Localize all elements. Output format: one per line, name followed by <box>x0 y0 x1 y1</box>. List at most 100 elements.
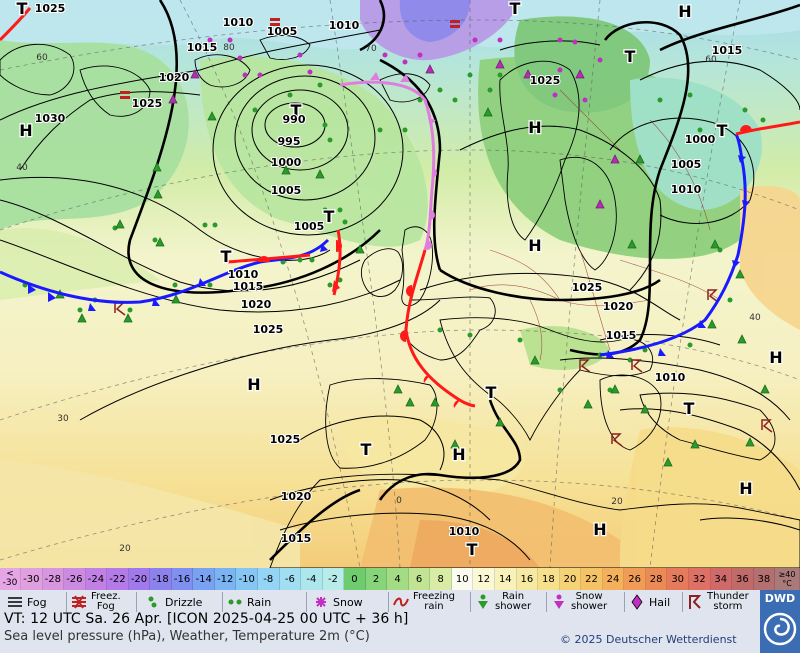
thunderstorm-icon <box>689 595 702 609</box>
pressure-center: H <box>769 348 782 367</box>
isobar-value: 1015 <box>281 532 312 545</box>
scale-step: 22 <box>581 568 603 590</box>
front-nw-corner <box>0 7 32 42</box>
warm-front-east <box>735 120 800 136</box>
isobar-value: 1025 <box>35 2 66 15</box>
copyright-link[interactable]: © 2025 Deutscher Wetterdienst <box>560 633 737 646</box>
isobar-value: 1010 <box>228 268 259 281</box>
coastlines <box>0 34 800 568</box>
legend-freezing-rain-label-2: rain <box>424 601 444 612</box>
valid-time-label: VT: 12 UTC Sa. 26 Apr. [ICON 2025-04-25 … <box>4 611 409 627</box>
isobar-value: 1025 <box>572 281 603 294</box>
legend-rain-shower-label-1: Rain <box>502 591 525 602</box>
isobars-bold <box>127 0 800 561</box>
grid-degree-label: 0 <box>396 496 402 506</box>
pressure-center: T <box>467 540 478 559</box>
scale-step: -12 <box>214 568 237 590</box>
pressure-center: T <box>684 399 695 418</box>
pressure-center: H <box>528 236 541 255</box>
temperature-scale: < -30 -30 -28 -26 -24 -22 -20 -18 -16 -14 -12 -10-… <box>0 568 800 590</box>
grid-degree-label: 20 <box>119 544 131 554</box>
cold-front-east <box>599 133 747 357</box>
legend-thunderstorm-label-2: storm <box>713 601 743 612</box>
legend-symbols: Fog Freez. Fog Drizzle Rain Snow <box>0 590 760 614</box>
chart-subtitle: Sea level pressure (hPa), Weather, Tempe… <box>4 629 370 644</box>
legend-drizzle-label: Drizzle <box>165 595 203 609</box>
pressure-center: H <box>452 445 465 464</box>
pressure-center: T <box>324 207 335 226</box>
pressure-center: T <box>510 0 521 18</box>
scale-step: 34 <box>710 568 733 590</box>
isobar-value: 1015 <box>233 280 264 293</box>
scale-step: 6 <box>408 568 431 590</box>
legend-snow: Snow <box>312 590 363 614</box>
isobar-value: 1025 <box>270 433 301 446</box>
scale-max-top: ≥40 <box>778 570 796 579</box>
snow-icon <box>316 597 326 607</box>
isobar-value: 1020 <box>603 300 634 313</box>
scale-step: 18 <box>538 568 560 590</box>
grid-degree-label: 60 <box>36 53 48 63</box>
scale-step: -8 <box>258 568 280 590</box>
isobar-value: 1000 <box>271 156 302 169</box>
scale-max-bottom: °C <box>782 579 792 588</box>
pressure-center: H <box>528 118 541 137</box>
legend-freezing-fog-label-1: Freez. <box>91 591 121 602</box>
isobar-value: 1030 <box>35 112 66 125</box>
isobar-value: 1020 <box>159 71 190 84</box>
legend-separator <box>66 592 67 612</box>
grid-degree-label: 30 <box>57 414 69 424</box>
scale-step: 2 <box>365 568 388 590</box>
scale-step: 26 <box>624 568 646 590</box>
scale-step: 10 <box>451 568 474 590</box>
legend-panel: Fog Freez. Fog Drizzle Rain Snow <box>0 590 800 653</box>
pressure-center: H <box>593 520 606 539</box>
fog-icon <box>8 597 22 607</box>
scale-step: -16 <box>171 568 194 590</box>
isobar-value: 1005 <box>671 158 702 171</box>
scale-min-top: < <box>6 569 14 579</box>
legend-separator <box>470 592 471 612</box>
scale-step: -2 <box>322 568 345 590</box>
pressure-center: T <box>291 101 302 120</box>
precip-symbols <box>22 18 773 467</box>
scale-step: 28 <box>645 568 668 590</box>
scale-steps: -30 -28 -26 -24 -22 -20 -18 -16 -14 -12 -10 -8 -6 -4-… <box>21 568 776 590</box>
isobar-value: 1005 <box>271 184 302 197</box>
isobar-value: 1000 <box>685 133 716 146</box>
scale-step: 24 <box>602 568 625 590</box>
legend-separator <box>222 592 223 612</box>
legend-hail: Hail <box>628 590 670 614</box>
legend-separator <box>624 592 625 612</box>
legend-separator <box>388 592 389 612</box>
scale-step: 38 <box>753 568 776 590</box>
scale-step: 36 <box>732 568 754 590</box>
grid-degree-label: 40 <box>749 313 761 323</box>
scale-step: 16 <box>516 568 539 590</box>
legend-separator <box>306 592 307 612</box>
legend-thunderstorm-label-1: Thunder <box>707 591 749 602</box>
warm-front <box>404 249 476 408</box>
scale-step: -24 <box>85 568 108 590</box>
scale-step: -4 <box>301 568 323 590</box>
legend-fog: Fog <box>6 590 47 614</box>
isobar-value: 1010 <box>329 19 360 32</box>
legend-snow-shower: Snow shower <box>550 590 607 614</box>
scale-step: -30 <box>21 568 43 590</box>
legend-snow-shower-label-2: shower <box>571 601 608 612</box>
legend-freezing-rain: Freezing rain <box>392 590 455 614</box>
isobar-value: 1025 <box>132 97 163 110</box>
legend-fog-label: Fog <box>27 595 47 609</box>
legend-snow-shower-label-1: Snow <box>575 591 603 602</box>
dwd-logo[interactable]: DWD <box>760 590 800 653</box>
pressure-center: T <box>717 121 728 140</box>
temperature-field <box>0 0 800 568</box>
legend-separator <box>136 592 137 612</box>
legend-rain-shower-label-2: shower <box>495 601 532 612</box>
legend-freezing-rain-label-1: Freezing <box>413 591 455 602</box>
isobar-value: 1025 <box>253 323 284 336</box>
scale-step: -14 <box>193 568 215 590</box>
